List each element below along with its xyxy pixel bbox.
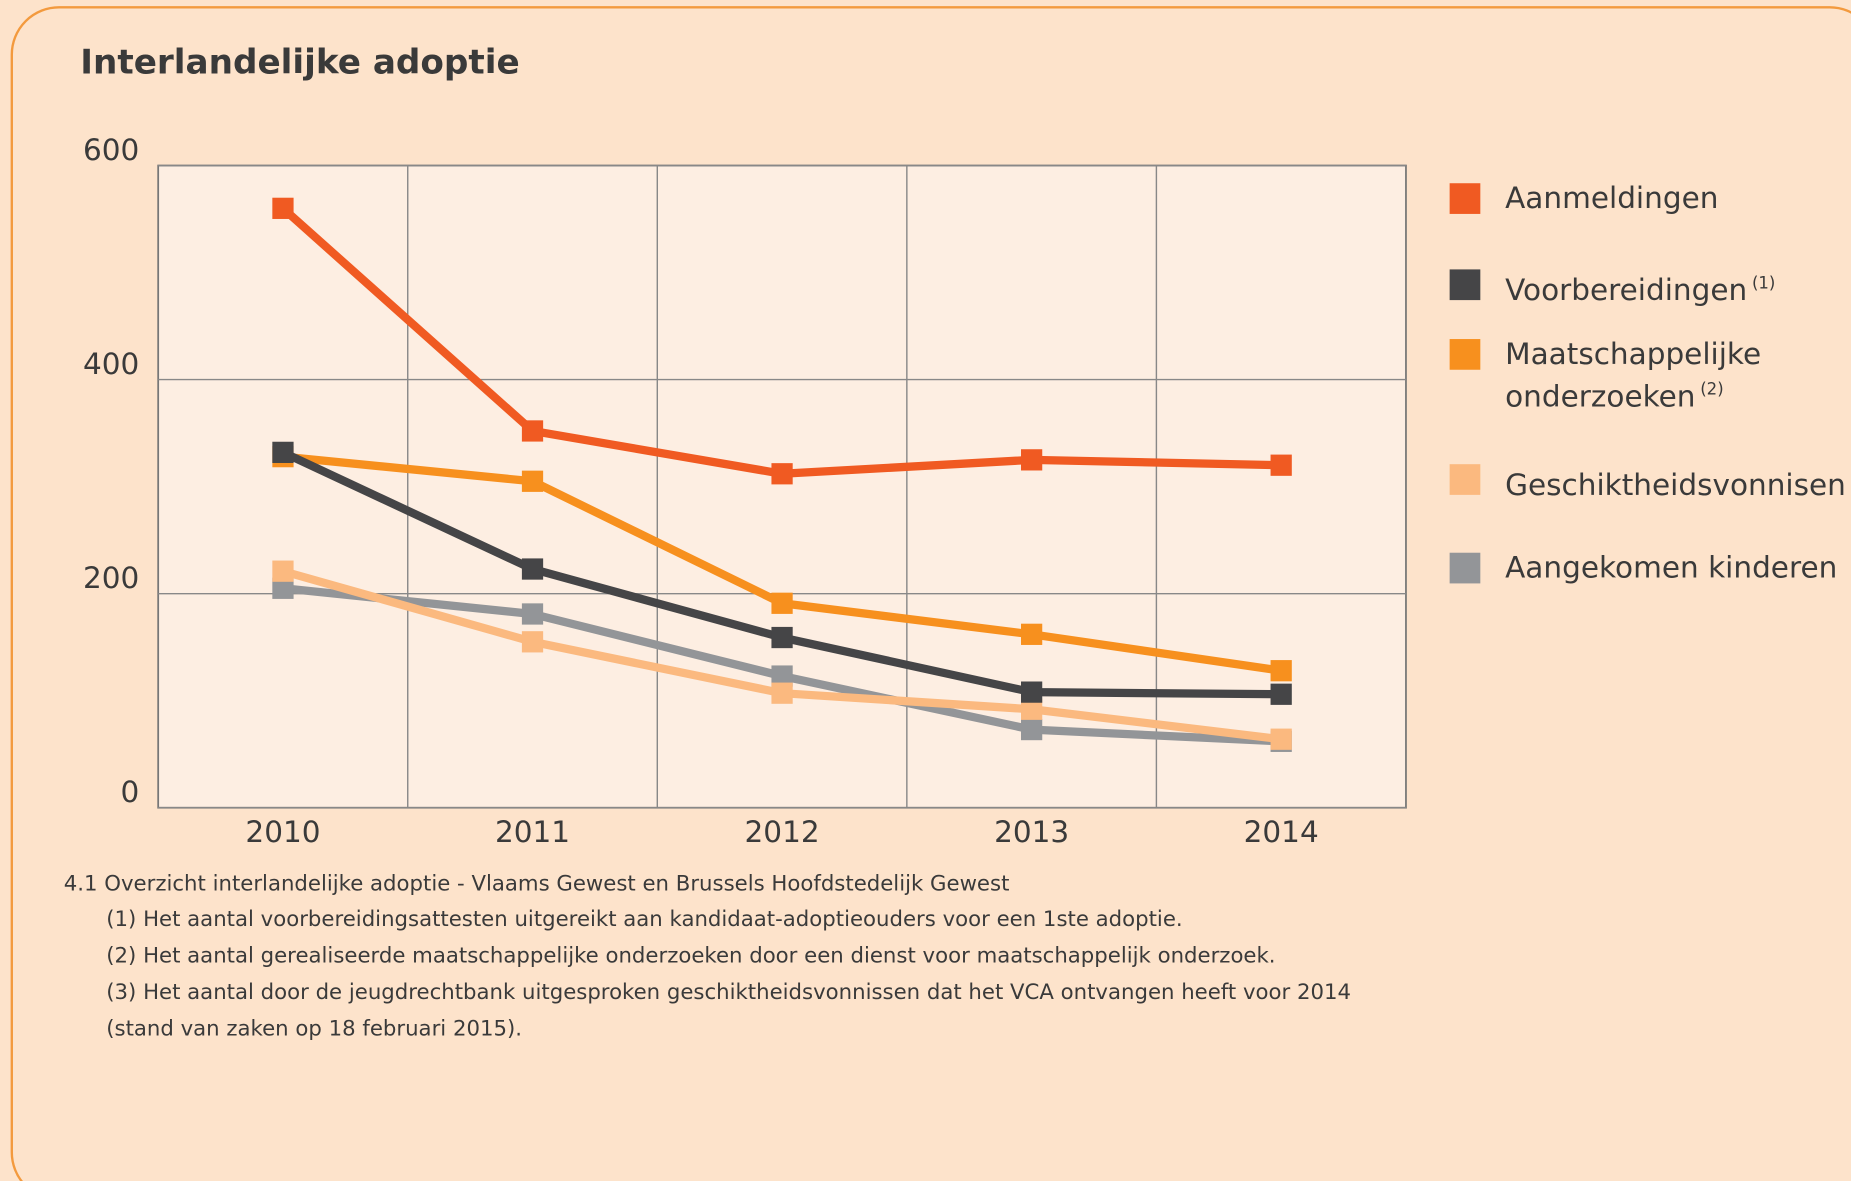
legend-entry: Maatschappelijke onderzoeken (2) <box>1505 336 1851 415</box>
legend-entry: Geschiktheidsvonnisen(3) <box>1505 461 1851 503</box>
footnote: (stand van zaken op 18 februari 2015). <box>106 1017 522 1042</box>
x-tick-label: 2010 <box>245 815 320 849</box>
footnote: (2) Het aantal gerealiseerde maatschappe… <box>106 943 1275 968</box>
legend-entry: Voorbereidingen (1) <box>1505 266 1851 308</box>
legend-label: Aanmeldingen <box>1505 180 1851 217</box>
footnote: (1) Het aantal voorbereidingsattesten ui… <box>106 907 1182 932</box>
legend-entry: Aanmeldingen <box>1505 180 1851 217</box>
point-marker <box>521 631 544 653</box>
point-marker <box>1021 698 1043 720</box>
point-marker <box>1270 728 1292 750</box>
point-marker <box>272 441 294 463</box>
point-marker <box>771 463 793 485</box>
point-marker <box>521 603 544 625</box>
y-tick-label: 0 <box>121 775 140 809</box>
legend-label: Maatschappelijke onderzoeken (2) <box>1505 336 1851 415</box>
caption: 4.1 Overzicht interlandelijke adoptie - … <box>64 871 1010 896</box>
point-marker <box>521 420 544 442</box>
legend-swatch <box>1449 269 1481 301</box>
y-tick-label: 200 <box>83 561 139 595</box>
legend-name: Aanmeldingen <box>1505 180 1719 216</box>
legend-swatch <box>1449 464 1481 495</box>
point-marker <box>1021 449 1043 471</box>
point-marker <box>521 558 544 580</box>
legend-label: Geschiktheidsvonnisen(3) <box>1505 461 1851 503</box>
legend-label: Voorbereidingen (1) <box>1505 266 1851 308</box>
point-marker <box>771 592 793 614</box>
legend-entry: Aangekomen kinderen <box>1505 549 1851 586</box>
point-marker <box>1021 681 1043 703</box>
legend-name: Voorbereidingen <box>1505 272 1748 308</box>
legend-note: (1) <box>1751 274 1776 294</box>
point-marker <box>1021 623 1043 645</box>
legend-swatch <box>1449 552 1481 584</box>
point-marker <box>521 470 544 492</box>
chart-title: Interlandelijke adoptie <box>80 43 519 83</box>
point-marker <box>1270 660 1292 682</box>
legend-swatch <box>1449 183 1481 214</box>
legend-swatch <box>1449 339 1481 370</box>
legend-name: Aangekomen kinderen <box>1505 550 1838 585</box>
point-marker <box>1270 683 1292 705</box>
x-tick-label: 2013 <box>994 815 1069 849</box>
legend-note: (2) <box>1700 380 1724 400</box>
legend-label: Aangekomen kinderen <box>1505 549 1851 586</box>
point-marker <box>272 577 294 599</box>
footnote: (3) Het aantal door de jeugdrechtbank ui… <box>106 980 1351 1005</box>
y-tick-label: 400 <box>83 347 139 381</box>
x-tick-label: 2014 <box>1244 815 1319 849</box>
point-marker <box>771 665 793 687</box>
legend-name: Maatschappelijke onderzoeken <box>1505 336 1762 414</box>
x-tick-label: 2012 <box>745 815 820 849</box>
point-marker <box>272 560 294 582</box>
point-marker <box>272 197 294 219</box>
legend-name: Geschiktheidsvonnisen <box>1505 467 1846 502</box>
point-marker <box>1021 718 1043 741</box>
point-marker <box>771 626 793 649</box>
y-tick-label: 600 <box>83 133 139 167</box>
point-marker <box>771 682 793 704</box>
x-tick-label: 2011 <box>495 815 570 849</box>
point-marker <box>1270 454 1292 476</box>
